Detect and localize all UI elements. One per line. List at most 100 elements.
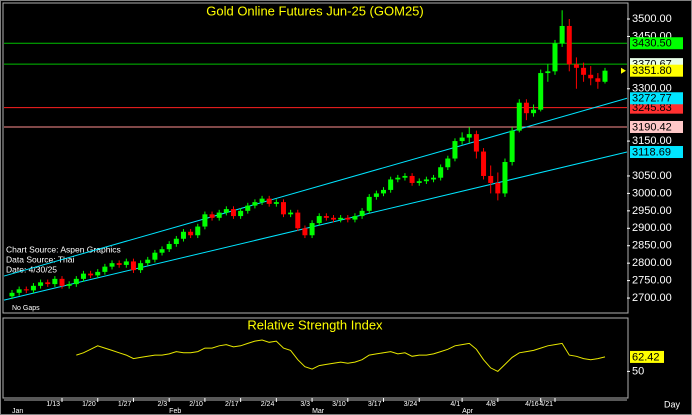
candle-body <box>195 226 201 236</box>
candle-body <box>95 271 101 276</box>
x-tick-label: 3/3 <box>300 401 310 408</box>
candle-body <box>173 238 179 244</box>
rsi-label: 62.42 <box>632 351 660 363</box>
candle-body <box>266 198 272 204</box>
candle-body <box>159 249 165 253</box>
candle-body <box>288 212 294 215</box>
level-label-box <box>630 37 683 50</box>
candle-body <box>280 202 286 215</box>
candle-body <box>588 74 594 79</box>
candle-body <box>188 231 194 236</box>
candle-body <box>595 78 601 82</box>
candle-body <box>66 284 72 286</box>
note: Data Source: Thai <box>6 254 74 264</box>
candle-body <box>209 214 215 218</box>
level-label-box <box>630 120 683 133</box>
candle-body <box>366 196 372 211</box>
month-label: Mar <box>312 408 325 415</box>
x-tick-label: 1/13 <box>46 401 60 408</box>
x-tick-label: 2/10 <box>189 401 203 408</box>
y-tick-label: 2700.00 <box>632 292 672 304</box>
note: Chart Source: Aspen Graphics <box>6 244 121 254</box>
candle-body <box>566 25 572 65</box>
x-tick-label: 4/8 <box>486 401 496 408</box>
candle-body <box>202 214 208 227</box>
channel-label-box <box>630 146 683 159</box>
candle-body <box>409 175 415 183</box>
x-tick-label: 4/16 <box>525 401 539 408</box>
candle-body <box>152 252 158 260</box>
x-tick-label: 4/21 <box>539 401 553 408</box>
candle-body <box>602 70 608 82</box>
note: Date: 4/30/25 <box>6 264 57 274</box>
y-tick-label: 3050.00 <box>632 170 672 182</box>
y-tick-label: 2900.00 <box>632 222 672 234</box>
level-label-box <box>630 64 683 77</box>
candle-body <box>495 182 501 194</box>
channel-line <box>3 97 628 277</box>
candle-body <box>373 193 379 197</box>
candle-body <box>16 289 22 293</box>
x-tick-label: 3/17 <box>368 401 382 408</box>
candle-body <box>559 25 565 44</box>
candle-body <box>216 212 222 218</box>
candle-body <box>130 261 136 271</box>
candle-body <box>345 217 351 220</box>
candle-body <box>273 202 279 204</box>
x-tick-label: 3/10 <box>332 401 346 408</box>
candle-body <box>238 210 244 217</box>
y-tick-label: 3500.00 <box>632 13 672 25</box>
candle-body <box>466 134 472 138</box>
month-label: Apr <box>462 408 474 415</box>
candle-body <box>30 285 36 291</box>
candle-body <box>573 64 579 68</box>
y-tick-label: 2750.00 <box>632 275 672 287</box>
last-price-marker <box>621 67 626 74</box>
x-axis-label: Day <box>664 399 681 409</box>
rsi-tick-label: 50 <box>632 365 644 377</box>
candle-body <box>545 71 551 74</box>
candle-body <box>230 209 236 217</box>
rsi-line <box>76 339 606 373</box>
y-tick-label: 2950.00 <box>632 205 672 217</box>
y-tick-label: 2800.00 <box>632 257 672 269</box>
candle-body <box>223 209 229 213</box>
candle-body <box>252 202 258 206</box>
level-label: 3245.83 <box>632 102 672 114</box>
x-tick-label: 1/20 <box>82 401 96 408</box>
candle-body <box>302 228 308 236</box>
candle-body <box>166 243 172 250</box>
candle-body <box>531 109 537 114</box>
candle-body <box>23 289 29 291</box>
note: No Gaps <box>12 305 40 312</box>
candle-body <box>295 212 301 229</box>
candle-body <box>488 175 494 183</box>
channel-line <box>3 151 628 301</box>
y-tick-label: 3000.00 <box>632 187 672 199</box>
candle-body <box>245 205 251 211</box>
x-tick-label: 2/3 <box>157 401 167 408</box>
x-tick-label: 4/1 <box>450 401 460 408</box>
level-label-box <box>630 101 683 114</box>
rsi-panel <box>2 317 629 399</box>
rsi-title: Relative Strength Index <box>247 317 383 332</box>
y-tick-label: 3300.00 <box>632 83 672 95</box>
candle-body <box>423 179 429 182</box>
candle-body <box>116 263 122 265</box>
channel-label: 3118.69 <box>632 146 671 158</box>
candle-body <box>331 217 337 220</box>
level-label: 3190.42 <box>632 121 672 133</box>
candle-body <box>59 278 65 286</box>
channel-label: 3272.77 <box>632 93 672 105</box>
candle-body <box>538 73 544 110</box>
candle-body <box>395 177 401 180</box>
candle-body <box>516 102 522 131</box>
channel-label-box <box>630 92 683 105</box>
month-label: Feb <box>169 408 181 415</box>
candle-body <box>445 158 451 168</box>
candle-body <box>323 216 329 218</box>
x-tick-label: 2/17 <box>225 401 239 408</box>
candle-body <box>381 189 387 194</box>
